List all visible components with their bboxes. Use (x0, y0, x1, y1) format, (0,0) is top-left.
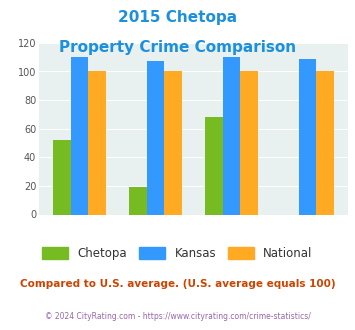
Bar (240, 72, 258, 214)
Bar (316, 72, 334, 214)
Text: © 2024 CityRating.com - https://www.cityrating.com/crime-statistics/: © 2024 CityRating.com - https://www.city… (45, 312, 310, 321)
Text: Property Crime Comparison: Property Crime Comparison (59, 40, 296, 54)
Bar (129, 187, 147, 214)
Bar (53, 140, 71, 214)
Bar (299, 59, 316, 214)
Bar (88, 72, 105, 214)
Bar (147, 61, 164, 214)
Bar (223, 57, 240, 215)
Bar (164, 72, 182, 214)
Text: 2015 Chetopa: 2015 Chetopa (118, 10, 237, 25)
Bar (71, 57, 88, 215)
Legend: Chetopa, Kansas, National: Chetopa, Kansas, National (39, 244, 316, 264)
Text: Compared to U.S. average. (U.S. average equals 100): Compared to U.S. average. (U.S. average … (20, 279, 335, 289)
Bar (205, 117, 223, 214)
